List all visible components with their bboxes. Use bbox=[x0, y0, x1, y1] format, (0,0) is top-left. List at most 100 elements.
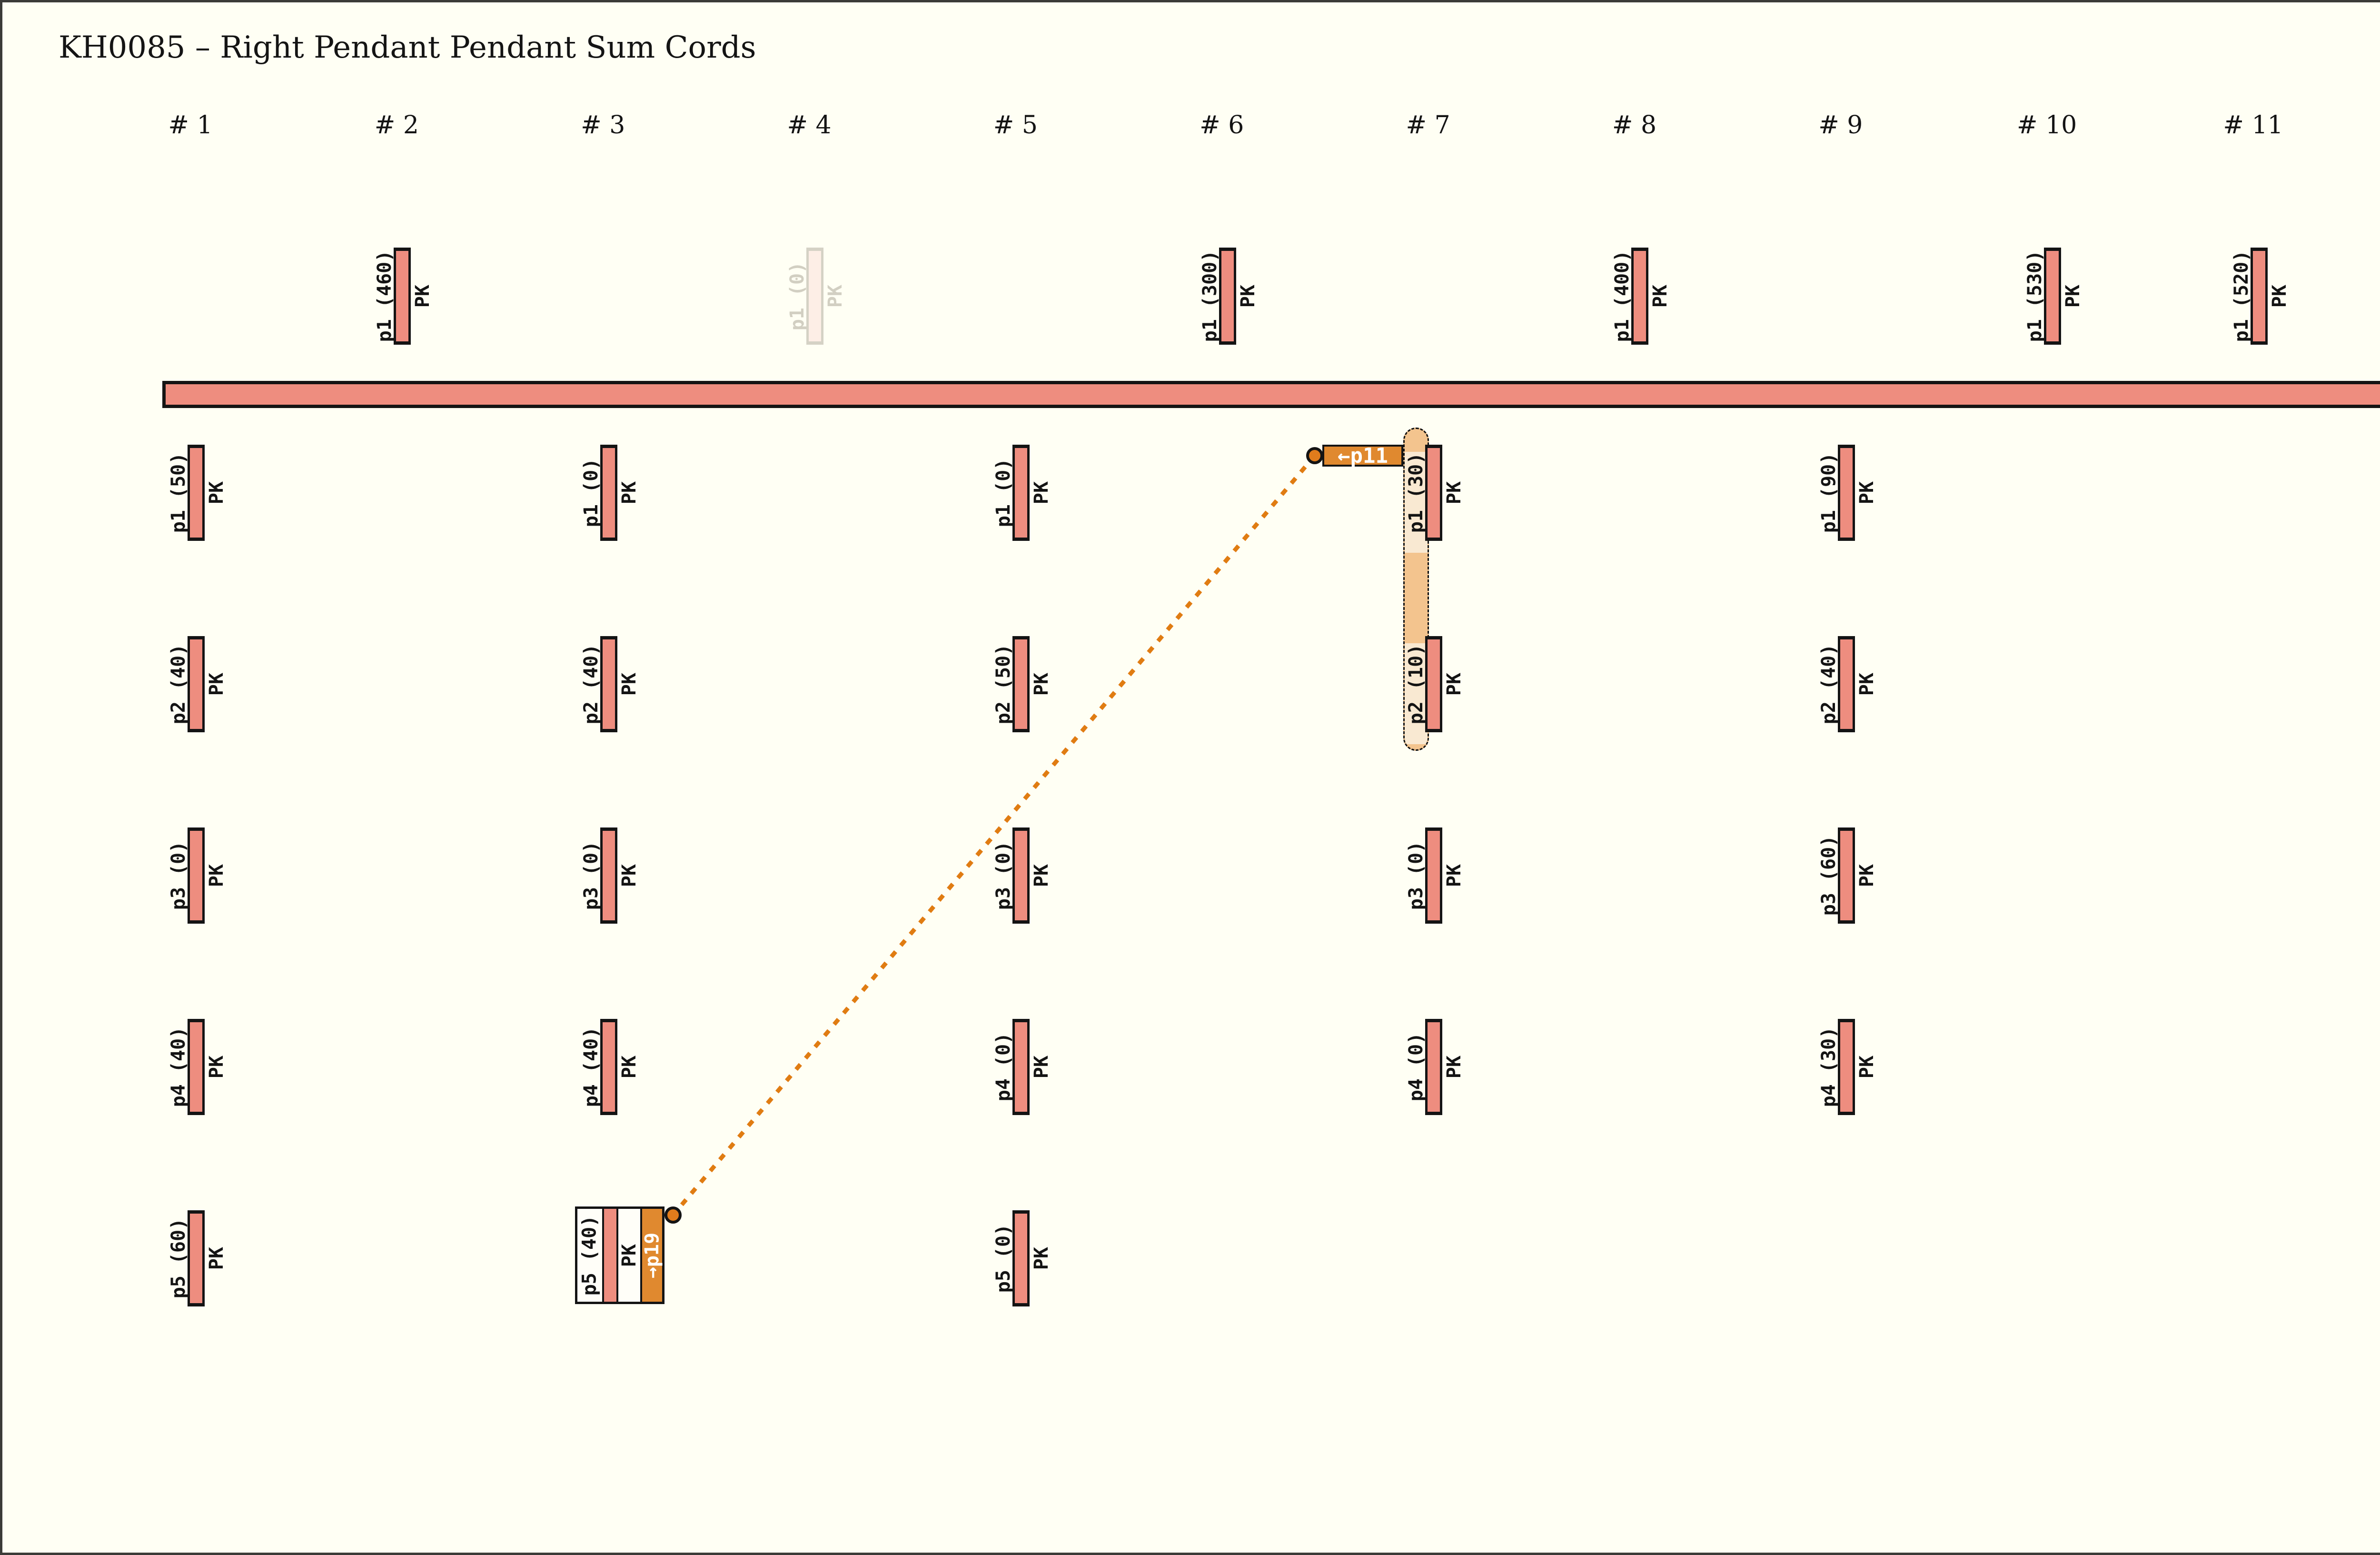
pendant-cord-bar bbox=[1631, 248, 1649, 345]
knot-label: PK bbox=[618, 1055, 640, 1079]
column-header: # 2 bbox=[374, 111, 419, 140]
pendant-label: p3 (0) bbox=[1405, 841, 1428, 910]
pendant-label: p4 (0) bbox=[1405, 1032, 1428, 1102]
pendant-cord-bar bbox=[188, 636, 205, 732]
pendant-label: p3 (60) bbox=[1817, 835, 1840, 916]
pendant-label: p1 (530) bbox=[2024, 250, 2046, 342]
pendant-label: p1 (0) bbox=[992, 458, 1015, 528]
column-header: # 10 bbox=[2017, 111, 2077, 140]
pendant-cord-bar bbox=[600, 445, 617, 541]
pendant-cord-bar bbox=[1219, 248, 1236, 345]
column-header: # 9 bbox=[1818, 111, 1863, 140]
pendant-cord-bar bbox=[600, 636, 617, 732]
knot-label: PK bbox=[1031, 864, 1053, 887]
column-header: # 1 bbox=[168, 111, 213, 140]
pendant-label: p1 (300) bbox=[1199, 250, 1221, 342]
knot-label-section-text: PK bbox=[618, 1244, 640, 1267]
pendant-cord-bar bbox=[1425, 445, 1443, 541]
pendant-label: p2 (40) bbox=[580, 644, 602, 725]
page-title: KH0085 – Right Pendant Pendant Sum Cords bbox=[59, 30, 756, 65]
link-dot-lower bbox=[664, 1206, 682, 1224]
pendant-label: p4 (40) bbox=[168, 1027, 189, 1107]
pendant-cord-bar bbox=[1012, 827, 1030, 924]
pendant-label: p1 (460) bbox=[374, 250, 396, 342]
knot-label: PK bbox=[1031, 1055, 1053, 1079]
knot-label: PK bbox=[1855, 1055, 1878, 1079]
pendant-label: p5 (0) bbox=[992, 1224, 1015, 1293]
pendant-cord-bar bbox=[1837, 827, 1855, 924]
pendant-label-section: p5 (40) bbox=[577, 1209, 602, 1302]
pendant-label: p1 (400) bbox=[1611, 250, 1634, 342]
knot-label: PK bbox=[1443, 864, 1466, 887]
knot-label: PK bbox=[1855, 672, 1878, 696]
knot-label: PK bbox=[2268, 284, 2291, 308]
pendant-label: p1 (90) bbox=[1817, 452, 1840, 533]
knot-label: PK bbox=[1237, 284, 1259, 308]
knot-label-section: PK bbox=[616, 1209, 640, 1302]
pendant-label: p1 (520) bbox=[2230, 250, 2252, 342]
pendant-label: p1 (0) bbox=[580, 458, 602, 528]
pendant-label: p4 (40) bbox=[580, 1027, 602, 1107]
knot-label: PK bbox=[1031, 1246, 1053, 1270]
knot-label: PK bbox=[618, 672, 640, 696]
pendant-label: p5 (60) bbox=[168, 1218, 189, 1299]
knot-label: PK bbox=[1031, 481, 1053, 505]
pendant-cord-bar bbox=[188, 1210, 205, 1306]
pendant-cord-bar bbox=[806, 248, 824, 345]
pendant-label: p1 (0) bbox=[786, 261, 809, 331]
primary-cord-bar bbox=[162, 381, 2380, 408]
pendant-cord-bar bbox=[2250, 248, 2268, 345]
highlight-band-p11 bbox=[1403, 428, 1429, 751]
column-header: # 4 bbox=[787, 111, 832, 140]
pendant-cord-bar bbox=[1012, 636, 1030, 732]
pendant-label: p2 (50) bbox=[992, 644, 1015, 725]
knot-label: PK bbox=[2062, 284, 2084, 308]
column-header: # 11 bbox=[2223, 111, 2283, 140]
pendant-cord-bar bbox=[188, 827, 205, 924]
pendant-label: p2 (40) bbox=[168, 644, 189, 725]
pendant-cord-bar bbox=[1012, 1019, 1030, 1115]
column-header: # 6 bbox=[1200, 111, 1244, 140]
pendant-cord-bar bbox=[1012, 445, 1030, 541]
pendant-label: p2 (10) bbox=[1405, 644, 1428, 725]
pendant-cord-bar bbox=[602, 1209, 616, 1302]
knot-label: PK bbox=[1031, 672, 1053, 696]
pendant-cord-bar bbox=[1837, 1019, 1855, 1115]
link-tag-p19-text: →p19 bbox=[641, 1232, 663, 1278]
pendant-cord-bar bbox=[188, 445, 205, 541]
knot-label: PK bbox=[824, 284, 847, 308]
pendant-cord-bar bbox=[1425, 1019, 1443, 1115]
pendant-cord-bar bbox=[2044, 248, 2062, 345]
pendant-cord-bar bbox=[1837, 636, 1855, 732]
knot-label: PK bbox=[618, 864, 640, 887]
column-header: # 7 bbox=[1406, 111, 1450, 140]
pendant-label: p1 (30) bbox=[1405, 452, 1428, 533]
knot-label: PK bbox=[1443, 1055, 1466, 1079]
knot-label: PK bbox=[1443, 481, 1466, 505]
pendant-cord-bar bbox=[600, 1019, 617, 1115]
pendant-cord-bar bbox=[1837, 445, 1855, 541]
highlight-band-light-segment bbox=[1405, 643, 1428, 744]
link-tag-p19: →p19 bbox=[640, 1209, 663, 1302]
pendant-cord-bar bbox=[1425, 636, 1443, 732]
knot-label: PK bbox=[1855, 481, 1878, 505]
knot-label: PK bbox=[206, 1246, 228, 1270]
knot-label: PK bbox=[1649, 284, 1672, 308]
link-dot-upper bbox=[1306, 447, 1323, 464]
knot-label: PK bbox=[206, 1055, 228, 1079]
column-header: # 8 bbox=[1612, 111, 1657, 140]
knot-label: PK bbox=[618, 481, 640, 505]
pendant-label-section-text: p5 (40) bbox=[578, 1215, 601, 1296]
pendant-label: p2 (40) bbox=[1817, 644, 1840, 725]
pendant-cord-bar bbox=[1425, 827, 1443, 924]
column-header: # 5 bbox=[993, 111, 1038, 140]
link-label-p11: ←p11 bbox=[1322, 444, 1403, 468]
knot-label: PK bbox=[206, 864, 228, 887]
knot-label: PK bbox=[1855, 864, 1878, 887]
knot-label: PK bbox=[206, 481, 228, 505]
pendant-label: p4 (0) bbox=[992, 1032, 1015, 1102]
pendant-label: p3 (0) bbox=[168, 841, 189, 910]
pendant-label: p1 (50) bbox=[168, 452, 189, 533]
